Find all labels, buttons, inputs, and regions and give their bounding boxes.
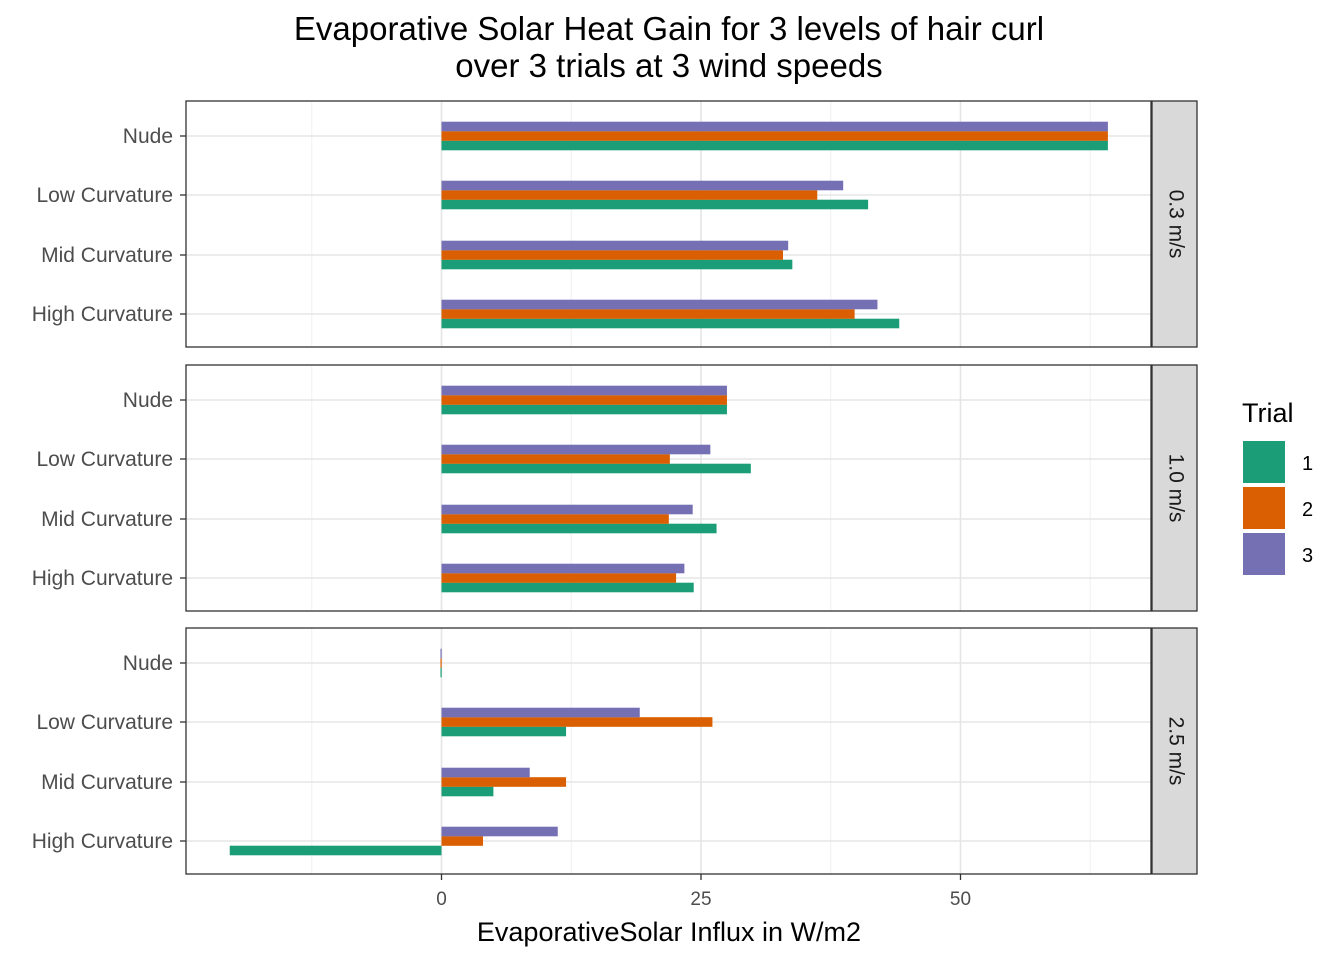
facet-panel-0-3-m-s: 0.3 m/s Nude Low Curvature Mid Curvature Hig… <box>32 100 1198 348</box>
facet-strip <box>1151 100 1198 348</box>
y-tick-label-high-curvature: High Curvature <box>32 303 173 326</box>
panel-border <box>185 100 1152 348</box>
bar-2-5-m-s-low-curvature-trial-3 <box>441 707 640 718</box>
y-tick-label-nude: Nude <box>123 389 173 412</box>
y-tick-label-nude: Nude <box>123 652 173 675</box>
legend-label-trial-2: 2 <box>1302 499 1313 521</box>
bar-0-3-m-s-nude-trial-3 <box>441 121 1108 132</box>
x-axis: 0 25 50 <box>436 874 971 910</box>
y-tick-label-mid-curvature: Mid Curvature <box>41 508 173 531</box>
facet-panels: 0.3 m/s Nude Low Curvature Mid Curvature Hig… <box>32 100 1198 875</box>
facet-strip-label: 0.3 m/s <box>1164 190 1187 259</box>
bar-2-5-m-s-mid-curvature-trial-3 <box>441 767 530 778</box>
bar-1-0-m-s-low-curvature-trial-2 <box>441 454 670 464</box>
bar-0-3-m-s-mid-curvature-trial-3 <box>441 240 789 251</box>
bar-2-5-m-s-high-curvature-trial-1 <box>229 845 442 856</box>
bar-2-5-m-s-nude-trial-2 <box>440 658 442 668</box>
bar-0-3-m-s-low-curvature-trial-3 <box>441 180 844 191</box>
bar-0-3-m-s-low-curvature-trial-1 <box>441 199 869 210</box>
x-tick-label: 50 <box>950 889 971 910</box>
y-tick-label-high-curvature: High Curvature <box>32 830 173 853</box>
y-tick-label-high-curvature: High Curvature <box>32 567 173 590</box>
y-tick-label-mid-curvature: Mid Curvature <box>41 244 173 267</box>
bar-1-0-m-s-nude-trial-2 <box>441 395 727 405</box>
chart-title-line-1: Evaporative Solar Heat Gain for 3 levels… <box>294 10 1044 47</box>
bar-1-0-m-s-nude-trial-1 <box>441 404 727 415</box>
panel-background <box>186 628 1151 874</box>
y-tick-label-low-curvature: Low Curvature <box>36 711 173 734</box>
legend-title: Trial <box>1242 398 1294 428</box>
bar-0-3-m-s-high-curvature-trial-1 <box>441 318 900 329</box>
legend-key-trial-2 <box>1243 487 1285 529</box>
legend-label-trial-3: 3 <box>1302 545 1313 567</box>
facet-strip-label: 2.5 m/s <box>1164 717 1187 786</box>
bar-0-3-m-s-nude-trial-1 <box>441 140 1108 151</box>
legend: Trial 1 2 3 <box>1242 398 1313 575</box>
facet-panel-2-5-m-s: 2.5 m/s Nude Low Curvature Mid Curvature Hig… <box>32 627 1198 875</box>
bar-0-3-m-s-mid-curvature-trial-2 <box>441 250 784 260</box>
bar-1-0-m-s-low-curvature-trial-1 <box>441 463 751 474</box>
legend-key-trial-3 <box>1243 533 1285 575</box>
bar-1-0-m-s-low-curvature-trial-3 <box>441 444 711 455</box>
x-axis-label: EvaporativeSolar Influx in W/m2 <box>477 917 861 947</box>
bar-2-5-m-s-nude-trial-3 <box>440 648 442 659</box>
x-tick-label: 25 <box>690 889 711 910</box>
y-tick-label-nude: Nude <box>123 125 173 148</box>
facet-strip <box>1151 364 1198 612</box>
facet-panel-1-0-m-s: 1.0 m/s Nude Low Curvature Mid Curvature Hig… <box>32 364 1198 612</box>
bar-2-5-m-s-high-curvature-trial-3 <box>441 826 558 837</box>
facet-strip-label: 1.0 m/s <box>1164 454 1187 523</box>
bar-0-3-m-s-mid-curvature-trial-1 <box>441 259 793 270</box>
bar-2-5-m-s-mid-curvature-trial-1 <box>441 786 494 797</box>
panel-border <box>185 627 1152 875</box>
bar-1-0-m-s-high-curvature-trial-3 <box>441 563 685 574</box>
legend-label-trial-1: 1 <box>1302 453 1313 475</box>
y-tick-label-low-curvature: Low Curvature <box>36 448 173 471</box>
panel-border <box>185 364 1152 612</box>
legend-key-trial-1 <box>1243 441 1285 483</box>
bar-1-0-m-s-mid-curvature-trial-3 <box>441 504 693 515</box>
chart-title-line-2: over 3 trials at 3 wind speeds <box>455 47 882 84</box>
bar-1-0-m-s-high-curvature-trial-2 <box>441 573 677 583</box>
facet-strip <box>1151 627 1198 875</box>
bar-1-0-m-s-mid-curvature-trial-2 <box>441 514 669 524</box>
bar-1-0-m-s-nude-trial-3 <box>441 385 727 396</box>
bar-2-5-m-s-high-curvature-trial-2 <box>441 836 484 846</box>
bar-0-3-m-s-high-curvature-trial-3 <box>441 299 878 310</box>
bar-2-5-m-s-nude-trial-1 <box>440 667 442 678</box>
x-tick-label: 0 <box>436 889 447 910</box>
bar-2-5-m-s-mid-curvature-trial-2 <box>441 777 567 787</box>
y-tick-label-low-curvature: Low Curvature <box>36 184 173 207</box>
bar-0-3-m-s-nude-trial-2 <box>441 131 1108 141</box>
bar-0-3-m-s-high-curvature-trial-2 <box>441 309 855 319</box>
bar-1-0-m-s-high-curvature-trial-1 <box>441 582 694 593</box>
bar-1-0-m-s-mid-curvature-trial-1 <box>441 523 717 534</box>
bar-2-5-m-s-low-curvature-trial-2 <box>441 717 713 727</box>
bar-2-5-m-s-low-curvature-trial-1 <box>441 726 567 737</box>
y-tick-label-mid-curvature: Mid Curvature <box>41 771 173 794</box>
bar-0-3-m-s-low-curvature-trial-2 <box>441 190 818 200</box>
